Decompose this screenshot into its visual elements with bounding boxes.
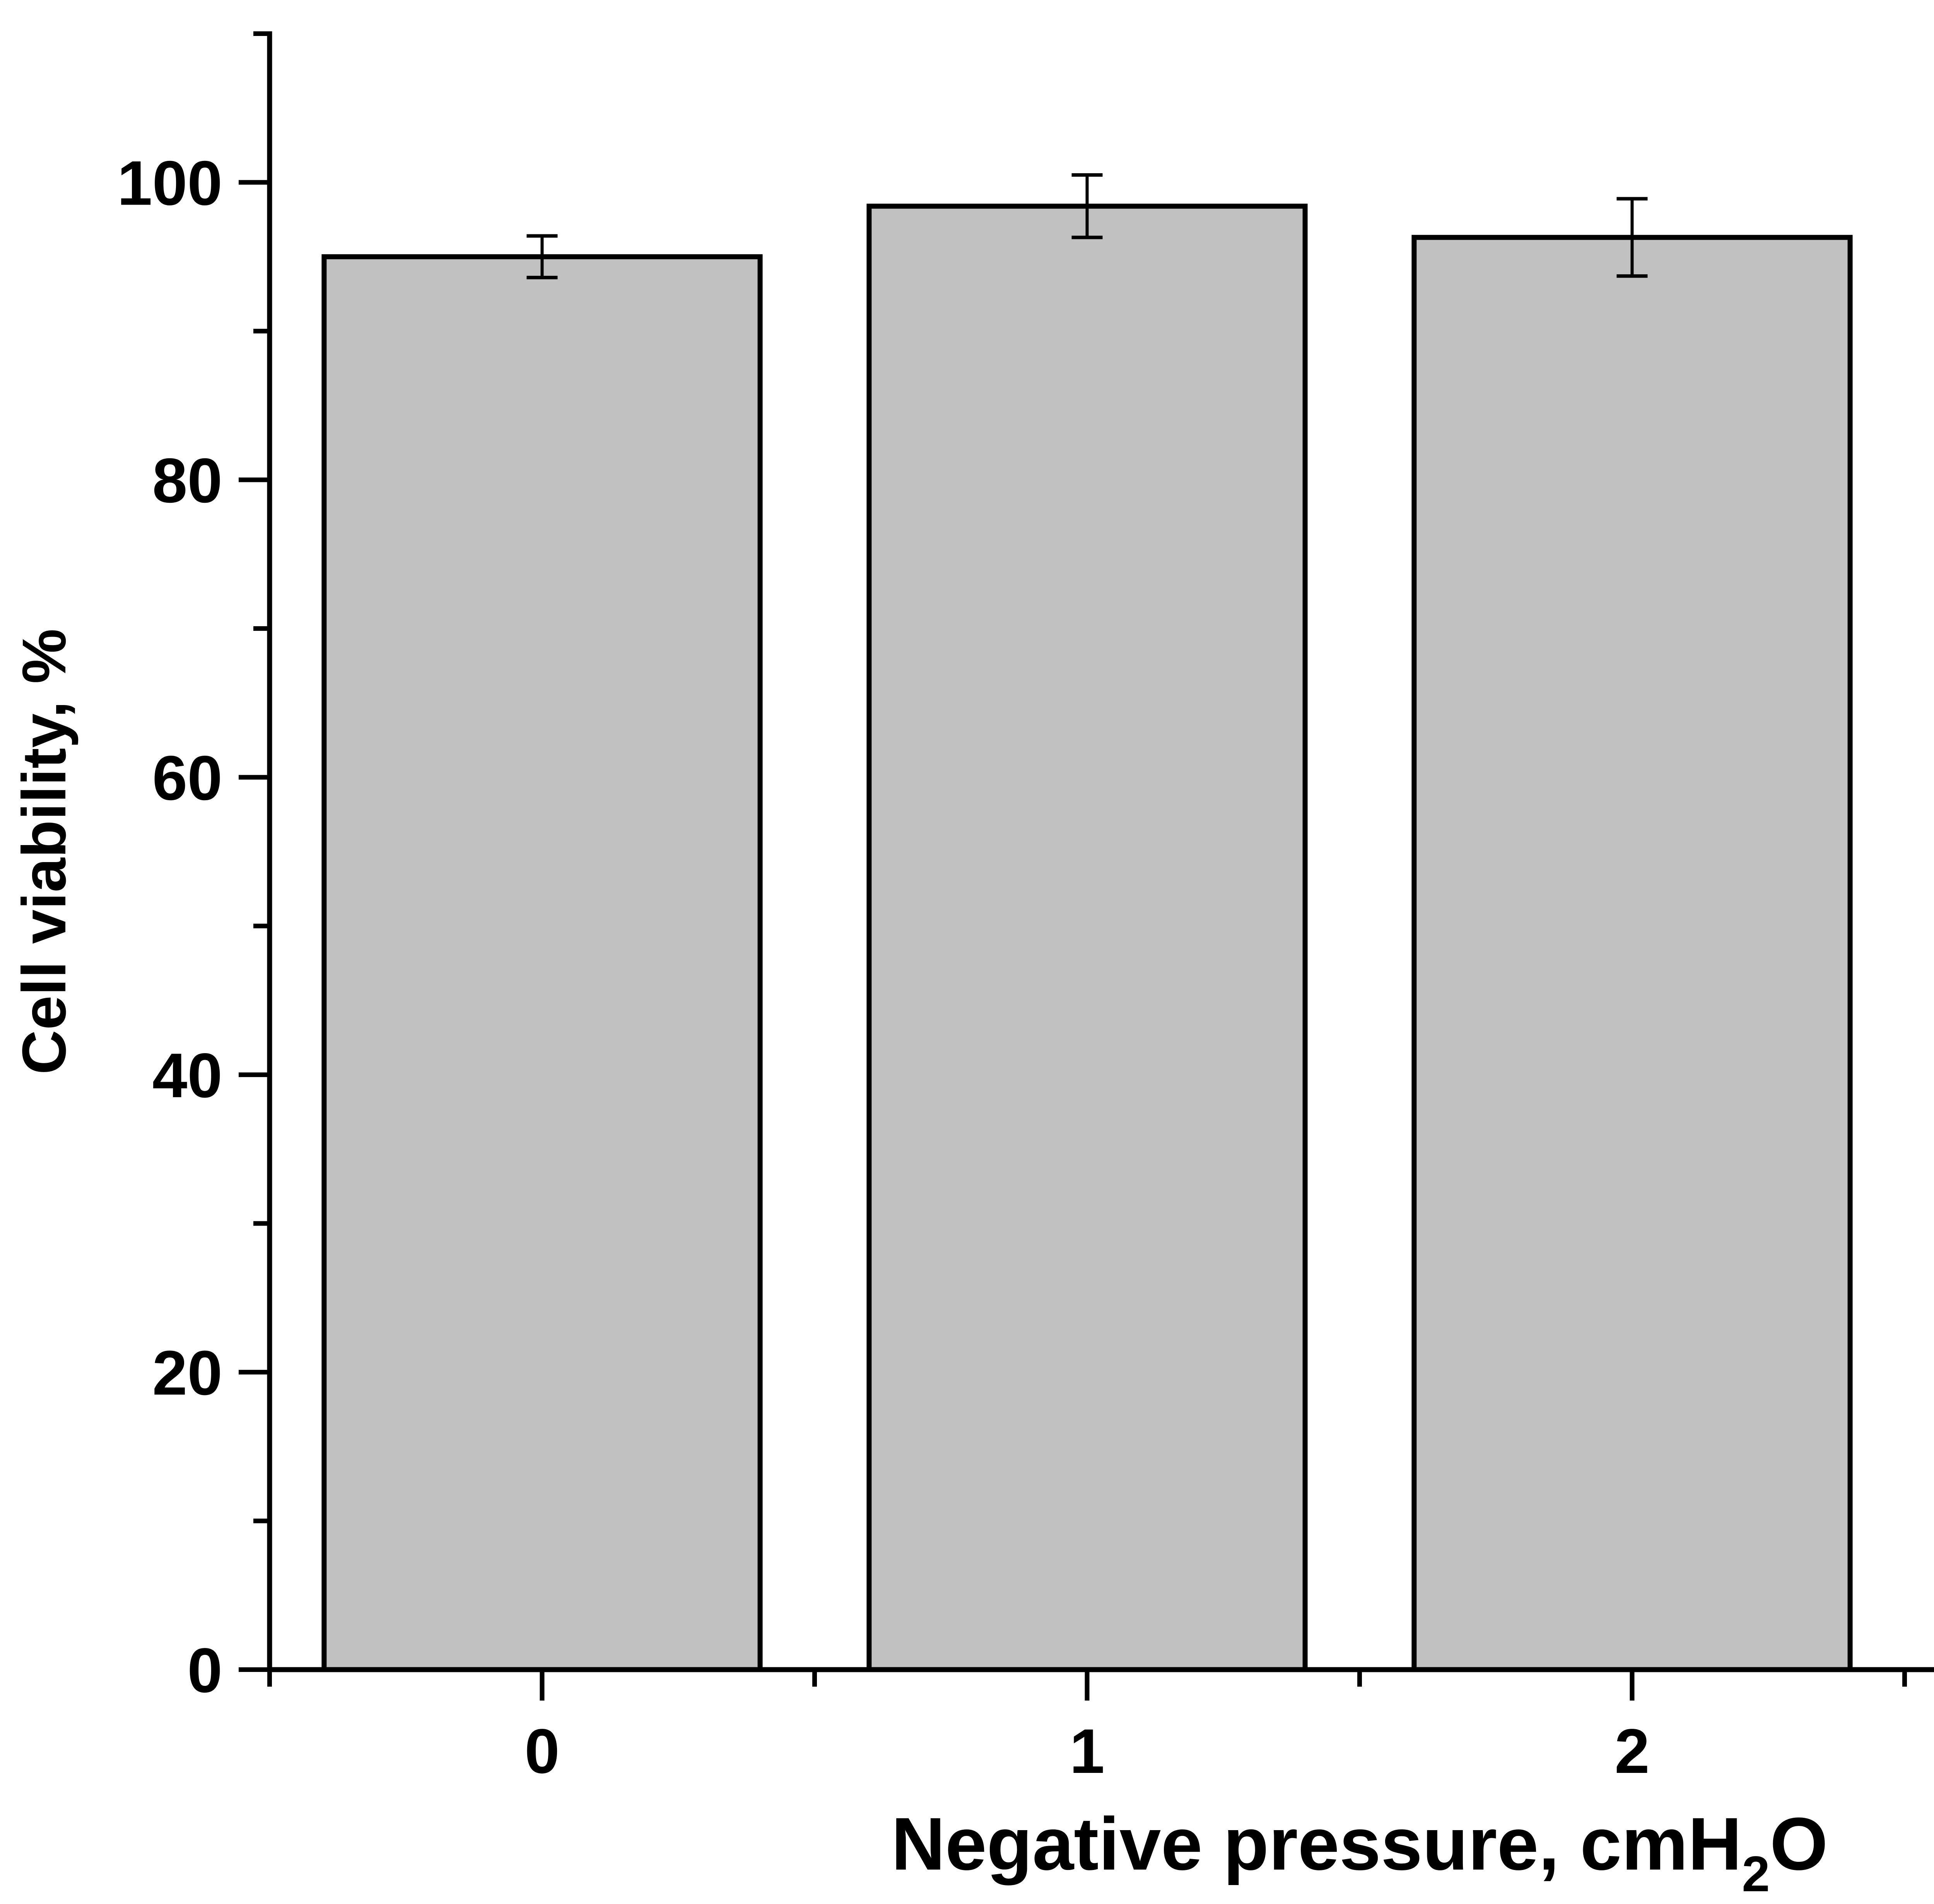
- x-tick-label-1: 1: [1070, 1716, 1105, 1786]
- y-tick-label-40: 40: [152, 1040, 222, 1111]
- bar-2: [1411, 235, 1853, 1672]
- y-axis-title: Cell viability, %: [9, 629, 79, 1075]
- x-tick-label-2: 2: [1615, 1716, 1650, 1786]
- y-tick-label-60: 60: [152, 743, 222, 813]
- y-tick-label-20: 20: [152, 1337, 222, 1408]
- error-bar-0: [526, 234, 558, 280]
- tick-labels-layer: 0204060801000123: [117, 148, 1650, 1786]
- x-axis-title: Negative pressure, cmH2O: [891, 1802, 1828, 1902]
- y-tick-label-80: 80: [152, 445, 222, 516]
- error-bars-layer: [526, 173, 1648, 280]
- x-axis-title-suffix: O: [1770, 1802, 1828, 1885]
- x-axis-title-subscript: 2: [1742, 1846, 1770, 1902]
- bar-0: [321, 254, 763, 1672]
- bars-layer: [321, 203, 1853, 1672]
- bar-1: [866, 203, 1308, 1672]
- error-bar-2: [1616, 197, 1648, 278]
- axes-layer: [239, 31, 1934, 1701]
- y-tick-label-0: 0: [187, 1635, 222, 1706]
- error-bar-1: [1071, 173, 1103, 239]
- x-axis-title-main: Negative pressure, cmH: [891, 1802, 1742, 1885]
- x-tick-label-0: 0: [525, 1716, 560, 1786]
- y-tick-label-100: 100: [117, 148, 222, 219]
